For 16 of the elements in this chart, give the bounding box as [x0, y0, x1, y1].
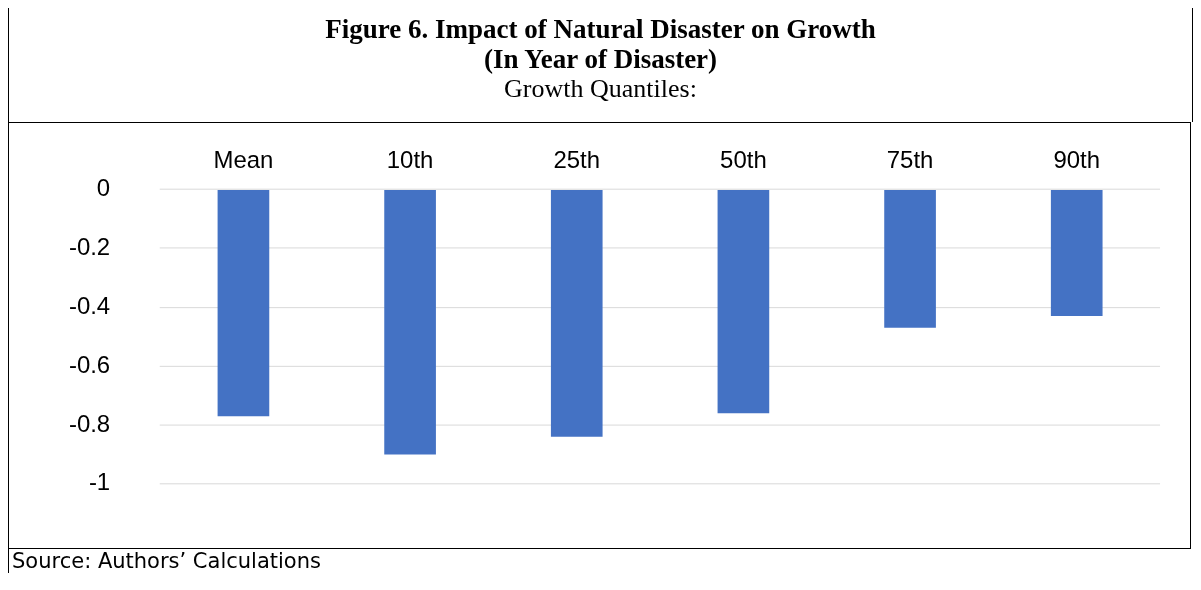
y-tick-label: -0.2 — [68, 233, 111, 260]
y-tick-label: 0 — [96, 174, 111, 202]
y-tick-label: -0.4 — [68, 291, 111, 319]
x-tick-label: 75th — [886, 145, 934, 173]
x-axis-title: Growth Quantiles: — [503, 74, 698, 104]
y-tick-label: -1 — [88, 468, 111, 496]
x-tick-label: 10th — [386, 145, 434, 173]
source-note: Source: Authors’ Calculations — [8, 549, 1193, 573]
chart-subtitle: (In Year of Disaster) — [482, 44, 719, 74]
chart-title: Figure 6. Impact of Natural Disaster on Growth — [324, 14, 877, 44]
x-tick-label: Mean — [213, 145, 274, 173]
x-tick-label: 25th — [553, 145, 601, 173]
y-tick-label: -0.6 — [68, 350, 111, 378]
x-tick-label: 90th — [1053, 145, 1101, 173]
y-tick-label: -0.8 — [68, 409, 111, 437]
x-tick-label: 50th — [720, 145, 767, 173]
